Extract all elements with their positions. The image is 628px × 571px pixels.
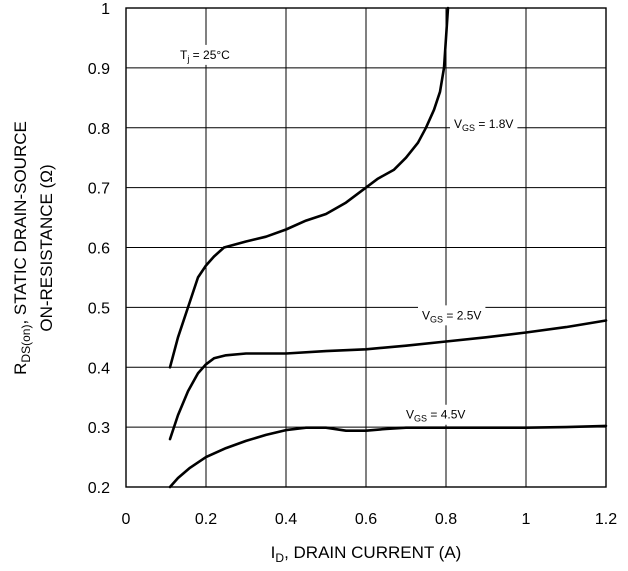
y-tick-label: 0.8 (88, 121, 110, 138)
series-label-1-bg (450, 113, 518, 134)
x-tick-label: 1 (522, 511, 531, 528)
x-tick-label: 0.4 (275, 511, 297, 528)
series-label-3-bg (402, 404, 470, 425)
x-tick-label: 0 (122, 511, 131, 528)
annotation-temperature-bg (176, 44, 234, 65)
y-tick-label: 0.2 (88, 480, 110, 497)
x-tick-label: 0.6 (355, 511, 377, 528)
grid (126, 8, 606, 487)
y-tick-label: 0.3 (88, 420, 110, 437)
series-line-2 (168, 319, 608, 441)
series-label-2-bg (418, 305, 486, 326)
tick-labels: 0 0.2 0.4 0.6 0.8 1 1.2 0.2 0.3 0.4 0.5 0.6 0.7 0.8 0.… (88, 1, 617, 528)
y-tick-label: 0.6 (88, 241, 110, 258)
y-tick-label: 0.4 (88, 360, 110, 377)
series-line-1 (168, 6, 450, 369)
plot-frame (125, 7, 607, 488)
y-axis-label-line2: ON-RESISTANCE (Ω) (37, 164, 56, 331)
annotations: VGS = 1.8V VGS = 2.5V VGS = 4.5V Tj = 25°C (176, 44, 518, 425)
curves (168, 6, 608, 489)
series-label-2: VGS = 2.5V (422, 308, 481, 324)
series-label-3: VGS = 4.5V (406, 408, 465, 424)
y-axis-label-line1: RDS(on), STATIC DRAIN-SOURCE (11, 121, 33, 375)
annotation-temperature: Tj = 25°C (180, 48, 230, 64)
x-tick-label: 0.8 (435, 511, 457, 528)
y-tick-label: 0.7 (88, 181, 110, 198)
series-label-1: VGS = 1.8V (454, 117, 513, 133)
x-tick-label: 1.2 (595, 511, 617, 528)
x-tick-label: 0.2 (195, 511, 217, 528)
y-tick-label: 0.5 (88, 300, 110, 317)
x-axis-label: ID, DRAIN CURRENT (A) (271, 543, 462, 565)
y-tick-label: 1 (101, 1, 110, 18)
series-line-3 (168, 424, 608, 489)
y-tick-label: 0.9 (88, 61, 110, 78)
